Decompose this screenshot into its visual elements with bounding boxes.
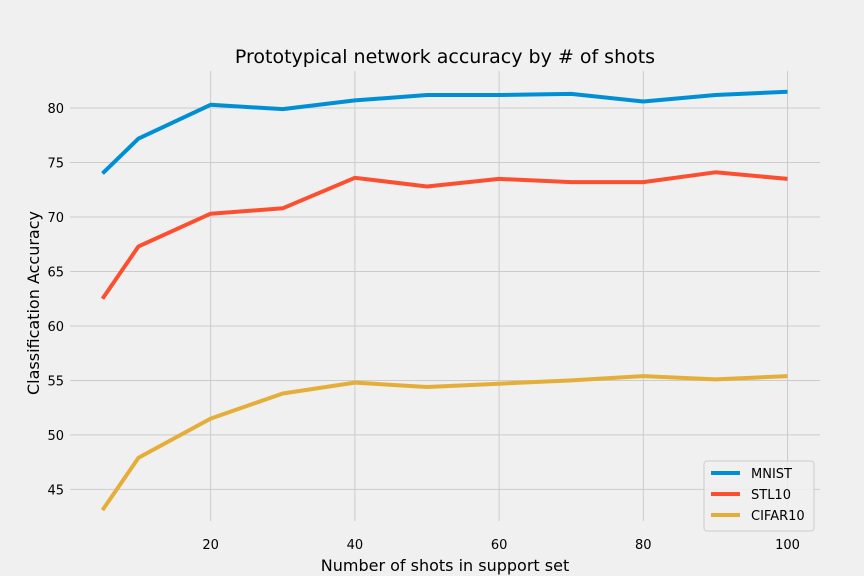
y-tick-label: 60 <box>47 320 64 335</box>
legend-label-cifar10: CIFAR10 <box>751 509 805 524</box>
x-tick-label: 20 <box>202 538 219 553</box>
y-tick-label: 70 <box>47 211 64 226</box>
y-axis-ticks: 45 50 55 60 65 70 75 80 <box>47 102 64 498</box>
chart-title: Prototypical network accuracy by # of sh… <box>235 46 655 68</box>
y-tick-label: 45 <box>47 483 64 498</box>
x-tick-label: 40 <box>347 538 364 553</box>
x-tick-label: 100 <box>775 538 800 553</box>
series-line-stl10 <box>100 170 788 300</box>
y-tick-label: 80 <box>47 102 64 117</box>
x-tick-label: 80 <box>635 538 652 553</box>
legend-label-mnist: MNIST <box>751 467 792 482</box>
series-line-cifar10 <box>100 374 788 512</box>
x-tick-label: 60 <box>491 538 508 553</box>
series-line-mnist <box>101 89 788 175</box>
y-tick-label: 65 <box>47 265 64 280</box>
y-axis-label: Classification Accuracy <box>24 211 43 395</box>
y-tick-label: 50 <box>47 429 64 444</box>
y-tick-label: 55 <box>47 374 64 389</box>
series-lines <box>100 89 788 512</box>
y-tick-label: 75 <box>47 157 64 172</box>
grid <box>70 71 820 521</box>
legend-label-stl10: STL10 <box>751 488 791 503</box>
x-axis-label: Number of shots in support set <box>321 556 569 575</box>
x-axis-ticks: 20 40 60 80 100 <box>202 538 800 553</box>
legend: MNIST STL10 CIFAR10 <box>703 460 815 532</box>
